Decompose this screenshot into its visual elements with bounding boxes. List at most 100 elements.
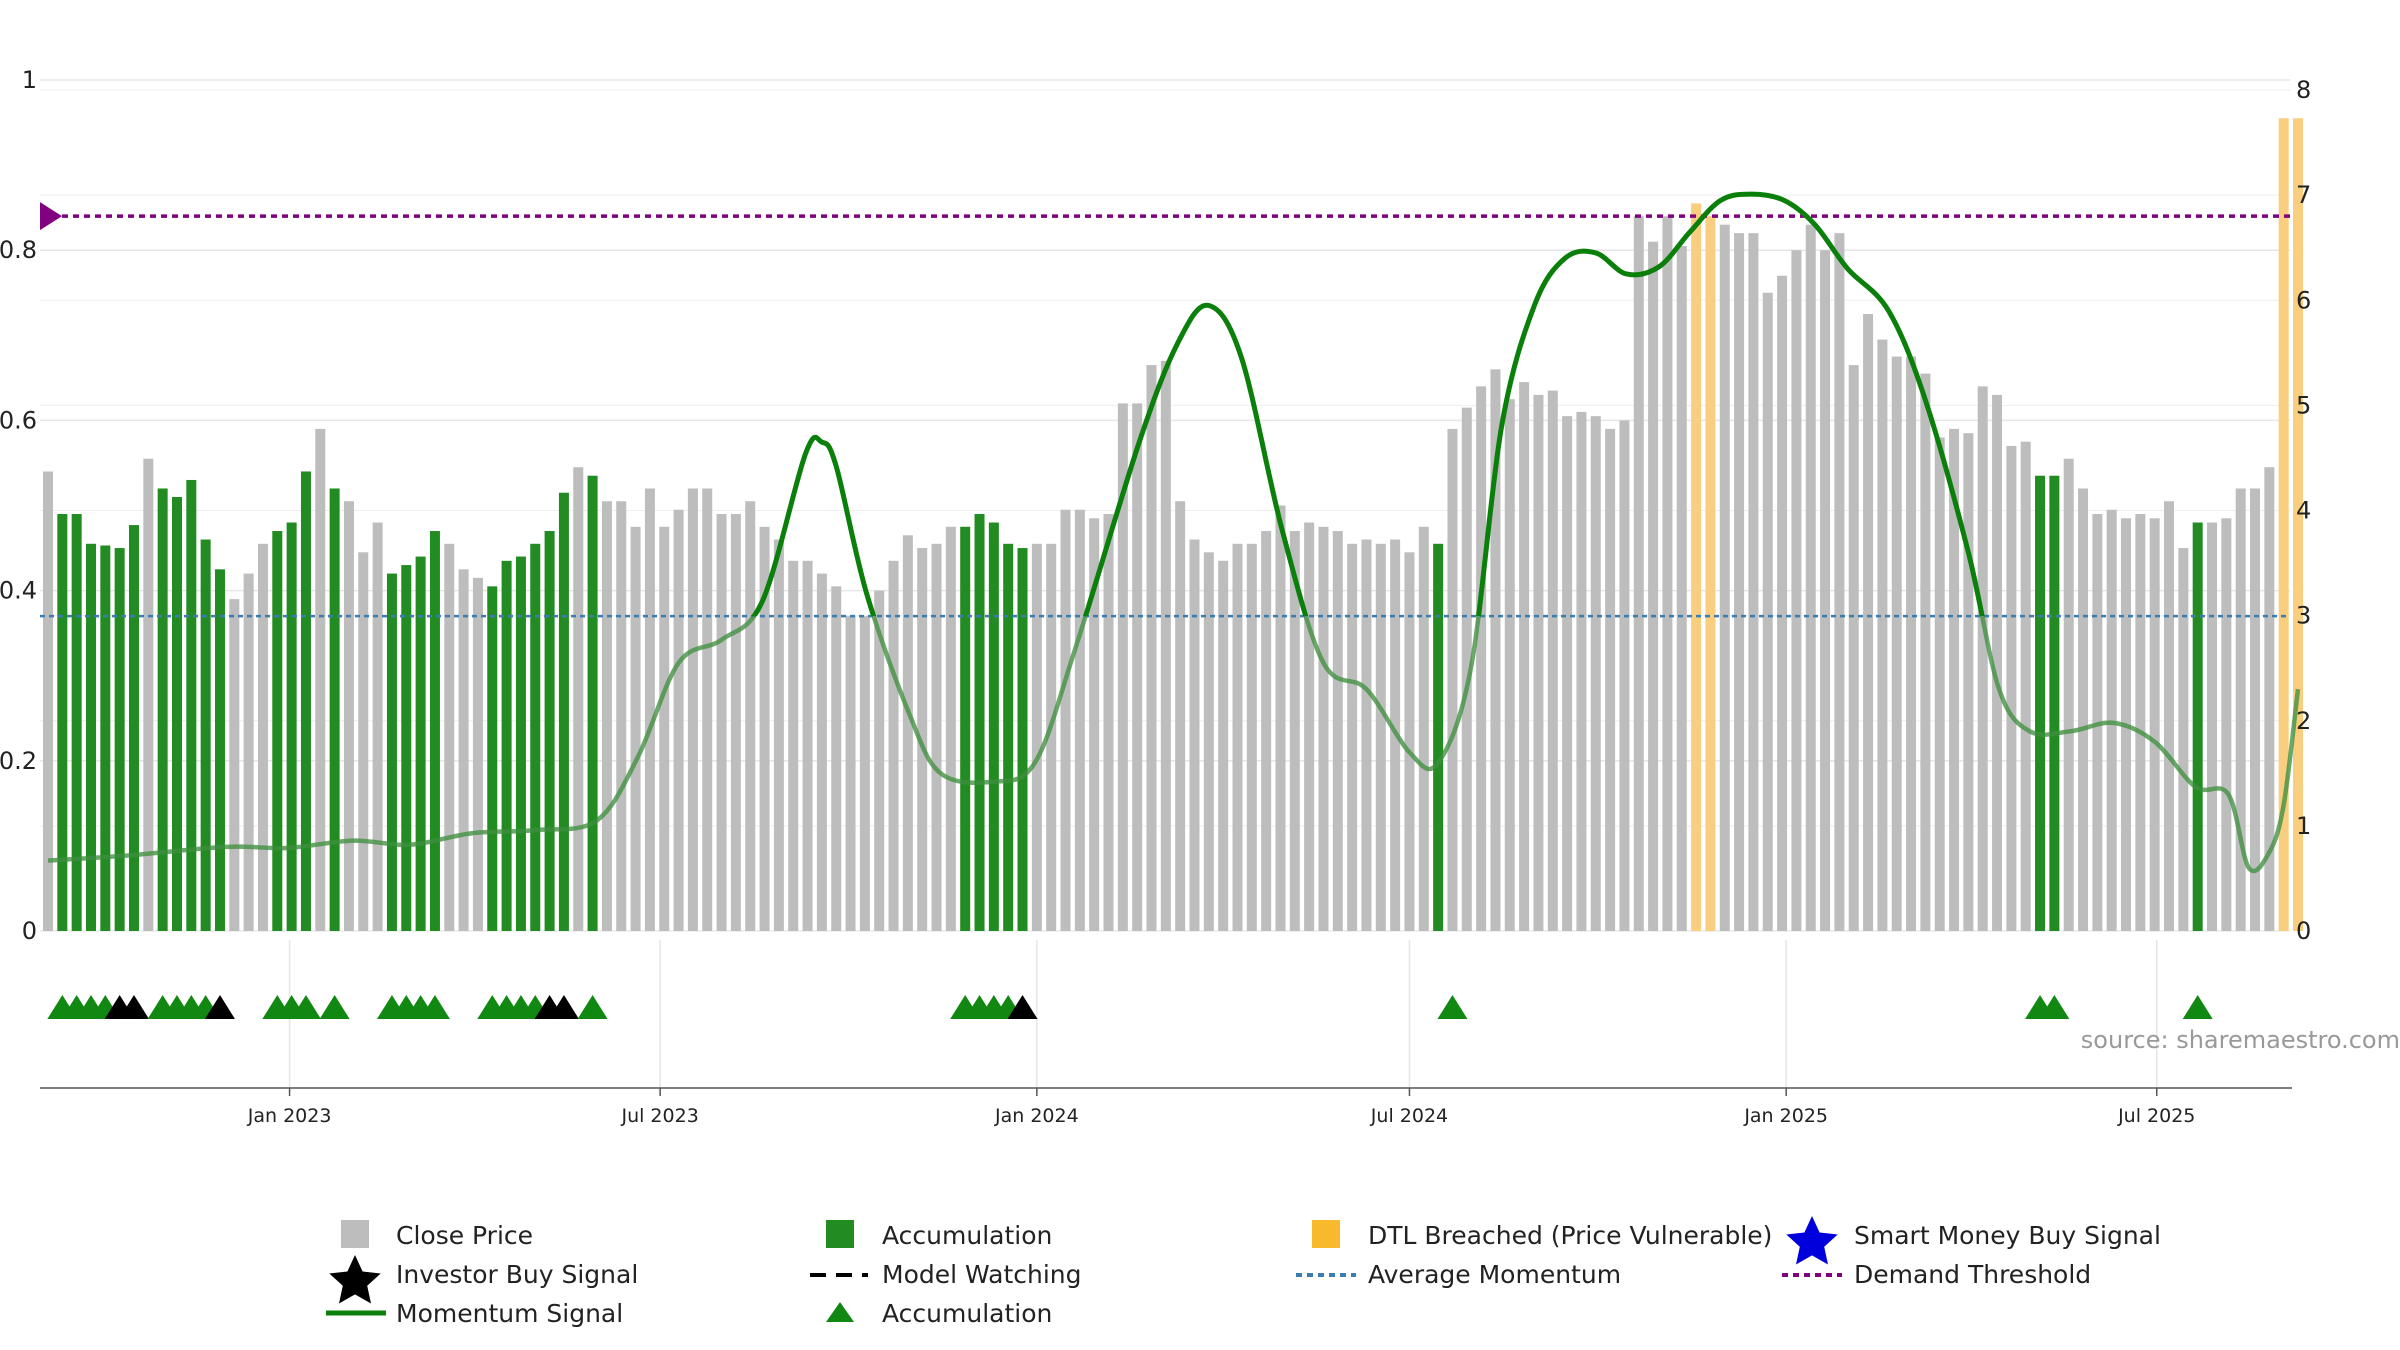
- close-price-bar: [343, 501, 354, 931]
- close-price-bar: [2020, 441, 2031, 931]
- accumulation-bar: [501, 560, 512, 931]
- close-price-bar: [1476, 386, 1487, 931]
- close-price-bar: [1863, 314, 1874, 931]
- close-price-bar: [601, 501, 612, 931]
- close-price-bar: [2207, 522, 2218, 931]
- close-price-bar: [1920, 373, 1931, 932]
- investor-buy-marker: [118, 995, 149, 1019]
- close-price-bar: [931, 543, 942, 931]
- close-price-bar: [1734, 233, 1745, 931]
- left-tick-label: 0: [22, 917, 37, 945]
- right-tick-label: 7: [2296, 181, 2311, 209]
- legend-label-demand-threshold: Demand Threshold: [1854, 1260, 2091, 1289]
- legend-swatch-accumulation-bar: [826, 1220, 854, 1248]
- close-price-bar: [472, 577, 483, 931]
- accumulation-bar: [415, 556, 426, 931]
- left-axis: 0 0.2 0.4 0.6 0.8 1: [0, 66, 37, 945]
- close-price-bar: [2178, 548, 2189, 931]
- close-price-bar: [816, 573, 827, 931]
- accumulation-bar: [487, 586, 498, 931]
- close-price-bar: [644, 488, 655, 931]
- close-price-bar: [730, 514, 741, 931]
- x-tick-label: Jan 2023: [247, 1105, 332, 1127]
- left-tick-label: 1: [22, 66, 37, 94]
- right-tick-label: 0: [2296, 917, 2311, 945]
- close-price-bar: [1676, 245, 1687, 931]
- close-price-bar: [1590, 416, 1601, 931]
- close-price-bar: [845, 616, 856, 931]
- close-price-bar: [1547, 390, 1558, 931]
- dtl-breached-bar: [2293, 118, 2303, 932]
- legend-label-momentum-signal: Momentum Signal: [396, 1299, 623, 1328]
- close-price-bar: [1375, 543, 1386, 931]
- close-price-bar: [1404, 552, 1415, 931]
- legend-label-investor-buy: Investor Buy Signal: [396, 1260, 638, 1289]
- legend: Close Price Accumulation DTL Breached (P…: [326, 1216, 2161, 1328]
- close-price-bar: [2264, 467, 2275, 931]
- legend-swatch-accumulation-marker: [826, 1302, 854, 1322]
- close-price-bar: [945, 526, 956, 931]
- accumulation-bar: [1003, 543, 1014, 931]
- x-tick-label: Jul 2025: [2117, 1105, 2195, 1127]
- accumulation-bar: [544, 531, 555, 931]
- accumulation-bar: [157, 488, 168, 931]
- close-price-bar: [1117, 403, 1128, 931]
- close-price-bar: [1648, 241, 1659, 931]
- close-price-bar: [1318, 526, 1329, 931]
- close-price-bar: [788, 560, 799, 931]
- legend-swatch-smart-money: [1786, 1216, 1838, 1265]
- accumulation-bar: [2192, 522, 2203, 931]
- close-price-bar: [1662, 216, 1673, 931]
- close-price-bar: [745, 501, 756, 931]
- accumulation-bar: [329, 488, 340, 931]
- accumulation-bar: [587, 475, 598, 931]
- dtl-breached-bar: [2278, 118, 2289, 932]
- x-tick-label: Jul 2023: [620, 1105, 698, 1127]
- close-price-bar: [1074, 509, 1085, 931]
- accumulation-marker: [2039, 995, 2070, 1019]
- grid: [40, 79, 2290, 932]
- close-price-bar: [673, 509, 684, 931]
- close-price-bar: [1361, 539, 1372, 931]
- accumulation-bar: [988, 522, 999, 931]
- close-price-bar: [1963, 433, 1974, 931]
- close-price-bar: [1633, 216, 1644, 931]
- accumulation-bar: [128, 525, 139, 931]
- close-price-bar: [1189, 539, 1200, 931]
- close-price-bar: [1132, 403, 1143, 931]
- close-price-bar: [874, 590, 885, 931]
- close-price-bar: [859, 616, 870, 931]
- close-price-bar: [1934, 437, 1945, 931]
- close-price-bar: [1762, 292, 1773, 931]
- close-price-bar: [1031, 543, 1042, 931]
- close-price-bar: [2221, 518, 2232, 931]
- close-price-bar: [1533, 394, 1544, 931]
- close-price-bar: [888, 560, 899, 931]
- close-price-bar: [1304, 522, 1315, 931]
- close-price-bar: [1906, 356, 1917, 931]
- momentum-signal-line: [47, 191, 2301, 874]
- close-price-bar: [372, 522, 383, 931]
- close-price-bar: [257, 543, 268, 931]
- close-price-bar: [1848, 365, 1859, 932]
- accumulation-bar: [530, 543, 541, 931]
- accumulation-bar: [2035, 475, 2046, 931]
- close-price-bar: [1232, 543, 1243, 931]
- close-price-bar: [573, 467, 584, 931]
- close-price-bar: [1046, 543, 1057, 931]
- close-price-bar: [2135, 514, 2146, 931]
- close-price-bar: [759, 526, 770, 931]
- accumulation-bar: [286, 522, 297, 931]
- legend-label-close-price: Close Price: [396, 1221, 533, 1250]
- close-price-bar: [1576, 411, 1587, 931]
- accumulation-bar: [114, 548, 125, 931]
- close-price-bar: [1791, 250, 1802, 931]
- demand-threshold-marker: [40, 202, 62, 231]
- signal-markers: [47, 995, 2213, 1019]
- close-price-bar: [1949, 428, 1960, 931]
- legend-label-accumulation-marker: Accumulation: [882, 1299, 1052, 1328]
- close-price-bar: [1805, 224, 1816, 932]
- close-price-bar: [444, 543, 455, 931]
- accumulation-bar: [1017, 548, 1028, 931]
- x-tick-label: Jul 2024: [1370, 1105, 1448, 1127]
